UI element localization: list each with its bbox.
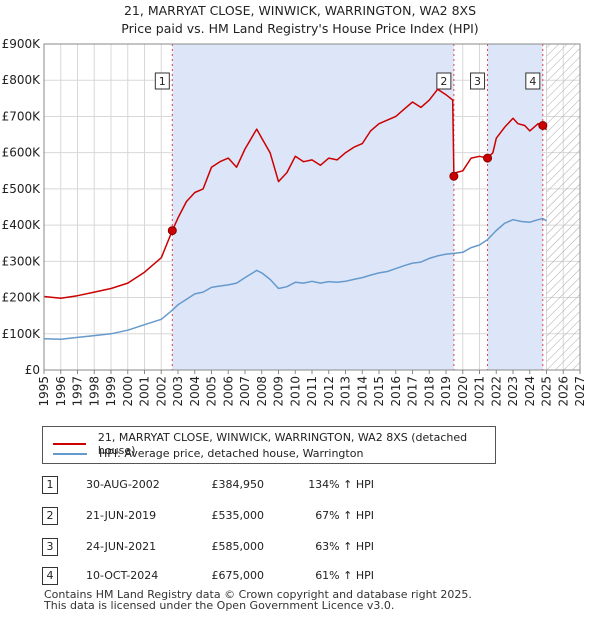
x-tick-label: 2021 [473, 376, 487, 407]
transaction-hpi: 134% ↑ HPI [308, 478, 374, 491]
legend-item-hpi: HPI: Average price, detached house, Warr… [53, 447, 363, 460]
x-tick-label: 2013 [339, 376, 353, 407]
x-tick-label: 1998 [87, 376, 101, 407]
transaction-number: 2 [42, 507, 58, 525]
x-tick-label: 2017 [406, 376, 420, 407]
sale-marker-box [436, 72, 452, 90]
chart-subtitle: Price paid vs. HM Land Registry's House … [121, 21, 479, 36]
x-tick-label: 2016 [389, 376, 403, 407]
x-tick-label: 2007 [238, 376, 252, 407]
x-tick-label: 2006 [221, 376, 235, 407]
legend: 21, MARRYAT CLOSE, WINWICK, WARRINGTON, … [42, 426, 496, 464]
transaction-date: 30-AUG-2002 [86, 478, 160, 491]
sale-point [167, 226, 177, 236]
transaction-hpi: 63% ↑ HPI [315, 540, 374, 553]
transaction-price: £384,950 [211, 478, 265, 491]
transaction-price: £675,000 [211, 569, 265, 582]
x-tick-label: 2002 [154, 376, 168, 407]
transaction-date: 21-JUN-2019 [86, 509, 157, 522]
footer: Contains HM Land Registry data © Crown c… [44, 589, 472, 611]
y-tick-label: £900K [2, 37, 42, 51]
transaction-hpi: 67% ↑ HPI [315, 509, 374, 522]
x-tick-label: 2003 [171, 376, 185, 407]
transaction-number: 4 [42, 567, 58, 585]
sale-point [483, 153, 493, 163]
y-tick-label: £300K [2, 254, 42, 268]
transaction-date: 10-OCT-2024 [86, 569, 159, 582]
y-tick-label: £800K [2, 73, 42, 87]
legend-label-hpi: HPI: Average price, detached house, Warr… [99, 447, 364, 460]
legend-swatch-property [53, 443, 86, 445]
x-tick-label: 2004 [188, 376, 202, 407]
sale-marker-box [154, 72, 170, 90]
x-tick-label: 2022 [489, 376, 503, 407]
sale-marker-label: 2 [440, 75, 447, 88]
x-tick-label: 2019 [439, 376, 453, 407]
y-tick-label: £500K [2, 182, 42, 196]
ownership-period-shade [487, 44, 543, 370]
y-tick-label: £200K [2, 291, 42, 305]
x-tick-label: 2024 [523, 376, 537, 407]
sale-marker-box [525, 72, 541, 90]
x-tick-label: 2010 [288, 376, 302, 407]
x-tick-label: 2009 [272, 376, 286, 407]
legend-label-property: 21, MARRYAT CLOSE, WINWICK, WARRINGTON, … [97, 431, 468, 457]
transaction-row: 4 10-OCT-2024 £675,000 61% ↑ HPI [42, 567, 562, 587]
x-tick-label: 2025 [540, 376, 554, 407]
sale-marker-box [470, 72, 486, 90]
x-tick-label: 2012 [322, 376, 336, 407]
x-tick-label: 2023 [506, 376, 520, 407]
hpi-line [43, 217, 547, 340]
x-tick-label: 2011 [305, 376, 319, 407]
x-tick-label: 1996 [54, 376, 68, 407]
sale-point [449, 171, 459, 181]
footer-license: This data is licensed under the Open Gov… [44, 599, 395, 612]
legend-item-property: 21, MARRYAT CLOSE, WINWICK, WARRINGTON, … [53, 431, 495, 457]
price-chart: 1 2 3 4 £0 £100K £200K £300K £400K £500K £600K £70… [2, 37, 587, 407]
sale-marker-label: 3 [474, 75, 481, 88]
footer-copyright: Contains HM Land Registry data © Crown c… [44, 588, 472, 601]
sale-marker-label: 1 [159, 75, 166, 88]
transaction-number: 3 [42, 538, 58, 556]
y-tick-label: £600K [2, 146, 42, 160]
future-hatch [546, 44, 580, 370]
x-tick-label: 1995 [37, 376, 51, 407]
sale-point [538, 121, 548, 130]
x-tick-label: 1999 [104, 376, 118, 407]
y-tick-label: £0 [25, 363, 40, 377]
transaction-row: 1 30-AUG-2002 £384,950 134% ↑ HPI [42, 476, 562, 496]
x-tick-label: 2015 [372, 376, 386, 407]
x-tick-label: 2000 [121, 376, 135, 407]
y-tick-label: £700K [2, 109, 42, 123]
x-tick-label: 2018 [422, 376, 436, 407]
x-tick-label: 1997 [71, 376, 85, 407]
x-tick-label: 2026 [556, 376, 570, 407]
transaction-hpi: 61% ↑ HPI [315, 569, 374, 582]
transaction-row: 3 24-JUN-2021 £585,000 63% ↑ HPI [42, 538, 562, 558]
sale-marker-label: 4 [529, 75, 536, 88]
x-tick-label: 2014 [355, 376, 369, 407]
x-tick-label: 2005 [205, 376, 219, 407]
transaction-row: 2 21-JUN-2019 £535,000 67% ↑ HPI [42, 507, 562, 527]
y-tick-label: £100K [2, 327, 42, 341]
legend-swatch-hpi [53, 452, 87, 455]
x-tick-label: 2020 [456, 376, 470, 407]
x-tick-label: 2008 [255, 376, 269, 407]
ownership-period-shade [172, 44, 454, 370]
transaction-price: £585,000 [211, 540, 265, 553]
chart-title: 21, MARRYAT CLOSE, WINWICK, WARRINGTON, … [123, 3, 477, 18]
transaction-number: 1 [42, 476, 58, 494]
x-tick-label: 2027 [573, 376, 587, 407]
transaction-date: 24-JUN-2021 [86, 540, 157, 553]
y-tick-label: £400K [2, 218, 42, 232]
x-tick-label: 2001 [138, 376, 152, 407]
transaction-price: £535,000 [211, 509, 265, 522]
